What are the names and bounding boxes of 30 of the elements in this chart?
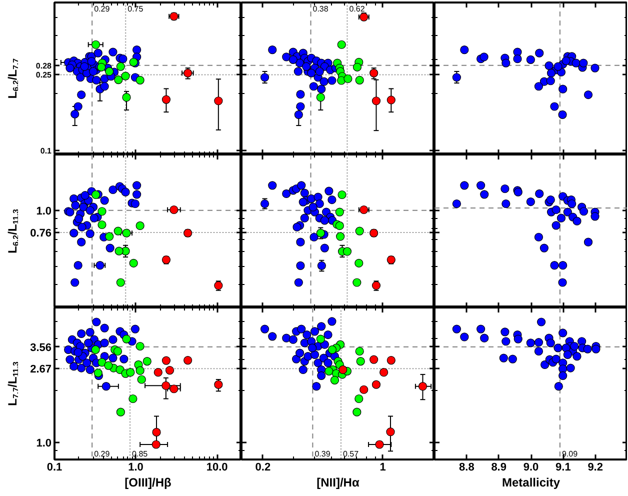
x-tick-label: 9.1 — [556, 462, 571, 474]
y-tick-label: 0.1 — [40, 146, 52, 156]
x-tick-label: 9.2 — [588, 462, 603, 474]
x-tick-label: 0.2 — [255, 462, 271, 474]
ref-line-label: 0.38 — [312, 4, 329, 14]
y-tick-label: 1.0 — [36, 438, 52, 450]
x-tick-label: 8.8 — [459, 462, 474, 474]
x-tick-label: 8.9 — [491, 462, 506, 474]
y-tick-label: 0.76 — [30, 228, 52, 240]
y-tick-label: 3.56 — [30, 342, 52, 354]
ref-line-label: 0.85 — [132, 450, 148, 458]
x-tick-label: 10.0 — [206, 462, 228, 474]
x-axis-title: [NII]/Hα — [316, 476, 360, 490]
ref-line-label: 9.09 — [562, 450, 578, 458]
y-tick-label: 0.25 — [36, 70, 52, 80]
x-axis-title: [OIII]/Hβ — [124, 476, 172, 490]
y-tick-label: 2.67 — [30, 364, 52, 376]
ref-line-label: 0.62 — [349, 4, 366, 14]
x-tick-label: 0.1 — [46, 462, 62, 474]
x-tick-label: 9.0 — [523, 462, 539, 474]
y-tick-label: 1.0 — [36, 205, 52, 218]
x-tick-label: 1 — [380, 462, 386, 474]
ref-line-label: 0.29 — [94, 450, 110, 458]
ref-line-label: 0.29 — [94, 4, 110, 14]
ref-line-label: 0.39 — [314, 450, 331, 458]
ref-line-label: 0.57 — [342, 450, 360, 458]
x-tick-label: 1.0 — [128, 462, 144, 474]
x-axis-title: Metallicity — [502, 476, 560, 490]
ref-line-label: 0.75 — [128, 4, 144, 14]
y-tick-label: 0.28 — [36, 61, 52, 70]
